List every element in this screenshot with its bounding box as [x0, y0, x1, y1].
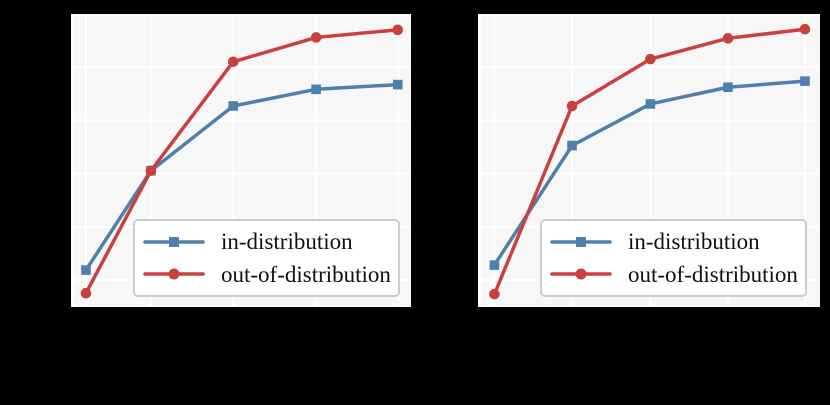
legend-left: in-distribution out-of-distribution — [133, 219, 400, 297]
legend-label-in-distribution: in-distribution — [628, 229, 760, 255]
legend-label-in-distribution: in-distribution — [221, 229, 353, 255]
blue-line-square-marker-icon — [143, 236, 205, 247]
legend-label-out-of-distribution: out-of-distribution — [628, 261, 798, 287]
line-chart-left — [71, 14, 411, 307]
chart-panel-right: in-distribution out-of-distribution — [478, 14, 820, 307]
blue-line-square-marker-icon — [550, 236, 612, 247]
legend-item-out-of-distribution: out-of-distribution — [143, 263, 398, 286]
legend-item-out-of-distribution: out-of-distribution — [550, 263, 805, 286]
chart-panel-left: in-distribution out-of-distribution — [71, 14, 411, 307]
legend-label-out-of-distribution: out-of-distribution — [221, 261, 391, 287]
red-line-circle-marker-icon — [143, 268, 205, 280]
legend-item-in-distribution: in-distribution — [550, 230, 805, 253]
red-line-circle-marker-icon — [550, 268, 612, 280]
legend-item-in-distribution: in-distribution — [143, 230, 398, 253]
legend-right: in-distribution out-of-distribution — [540, 219, 807, 297]
